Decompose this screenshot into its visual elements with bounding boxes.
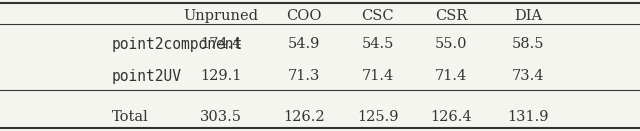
- Text: 129.1: 129.1: [200, 69, 241, 83]
- Text: 126.4: 126.4: [430, 110, 472, 124]
- Text: 58.5: 58.5: [512, 37, 544, 51]
- Text: 303.5: 303.5: [200, 110, 242, 124]
- Text: 71.4: 71.4: [362, 69, 394, 83]
- Text: CSR: CSR: [435, 9, 467, 23]
- Text: 131.9: 131.9: [508, 110, 548, 124]
- Text: 125.9: 125.9: [357, 110, 398, 124]
- Text: Total: Total: [112, 110, 148, 124]
- Text: 55.0: 55.0: [435, 37, 467, 51]
- Text: COO: COO: [286, 9, 322, 23]
- Text: 54.5: 54.5: [362, 37, 394, 51]
- Text: 54.9: 54.9: [288, 37, 320, 51]
- Text: CSC: CSC: [362, 9, 394, 23]
- Text: 71.3: 71.3: [288, 69, 320, 83]
- Text: point2UV: point2UV: [112, 69, 182, 84]
- Text: DIA: DIA: [514, 9, 542, 23]
- Text: 174.4: 174.4: [200, 37, 241, 51]
- Text: point2component: point2component: [112, 37, 243, 52]
- Text: 126.2: 126.2: [283, 110, 325, 124]
- Text: Unpruned: Unpruned: [183, 9, 259, 23]
- Text: 73.4: 73.4: [512, 69, 544, 83]
- Text: 71.4: 71.4: [435, 69, 467, 83]
